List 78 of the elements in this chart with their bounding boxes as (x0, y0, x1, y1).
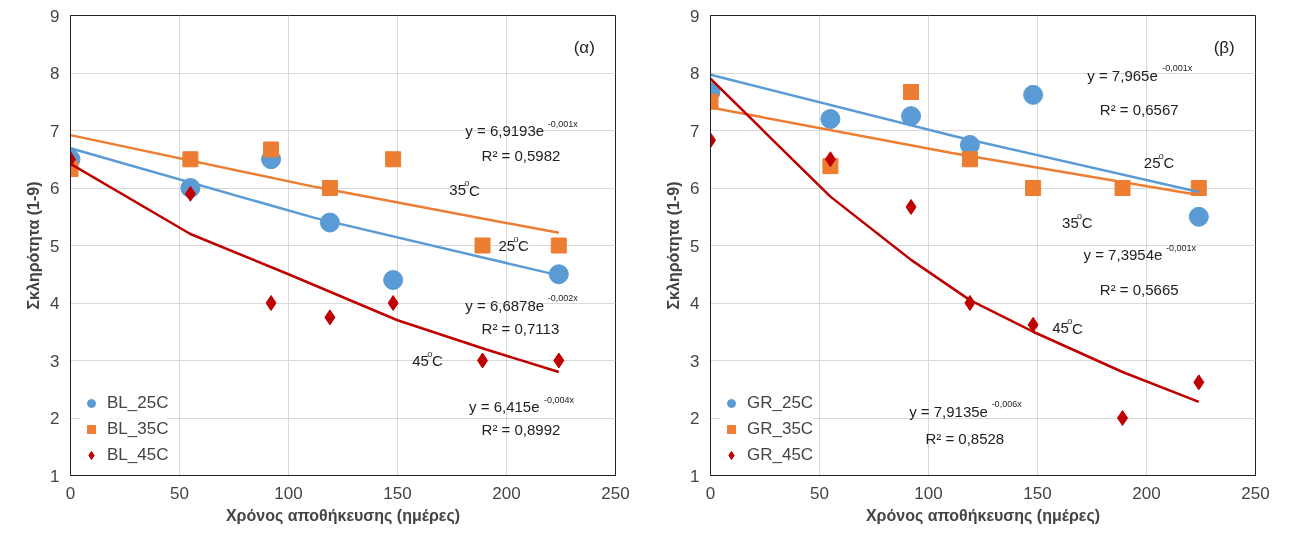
point (1117, 410, 1129, 426)
legend-label: GR_25C (747, 393, 814, 413)
y-tick-label: 5 (690, 236, 700, 256)
point (1193, 374, 1205, 391)
annotation: (α) (573, 38, 595, 58)
legend-label: GR_35C (747, 419, 814, 439)
y-tick-label: 8 (690, 64, 700, 83)
annotation: R² = 0,8528 (925, 430, 1005, 448)
x-tick-label: 200 (1132, 483, 1161, 503)
x-tick-label: 100 (914, 483, 943, 503)
annotation: R² = 0,6567 (1099, 101, 1179, 119)
annotation: y = 7,965e-0,001x (1087, 63, 1193, 84)
point (265, 295, 277, 311)
y-tick-label: 6 (50, 179, 60, 198)
y-tick-label: 4 (50, 294, 60, 313)
x-tick-label: 150 (383, 483, 412, 503)
annotation: R² = 0,5665 (1099, 280, 1179, 298)
annotation: y = 6,415e-0,004x (469, 394, 575, 415)
point (387, 295, 399, 311)
x-axis-title: Χρόνος αποθήκευσης (ημέρες) (225, 506, 461, 525)
annotation: y = 7,3954e-0,001x (1083, 242, 1197, 264)
y-tick-label: 9 (690, 6, 700, 26)
point (820, 109, 841, 129)
x-tick-label: 250 (1241, 483, 1270, 503)
annotation: R² = 0,5982 (481, 147, 561, 165)
y-tick-label: 9 (50, 6, 60, 26)
point (1023, 84, 1044, 105)
y-tick-label: 3 (50, 351, 60, 371)
point (553, 352, 565, 369)
point (1114, 180, 1131, 196)
x-tick-label: 0 (65, 483, 76, 503)
point (901, 106, 922, 127)
point (385, 151, 402, 168)
x-tick-label: 250 (601, 483, 630, 503)
y-tick-label: 7 (50, 121, 60, 141)
x-tick-label: 150 (1023, 483, 1052, 503)
y-axis-title: Σκληρότητα (1-9) (665, 181, 683, 310)
point (905, 198, 917, 215)
x-tick-label: 50 (810, 483, 829, 503)
y-tick-label: 2 (690, 409, 700, 428)
point (324, 309, 336, 326)
annotation: R² = 0,8992 (481, 421, 561, 438)
annotation: y = 6,6878e-0,002x (465, 293, 579, 314)
y-tick-label: 6 (690, 179, 700, 198)
point (550, 237, 567, 254)
legend-label: GR_45C (747, 445, 814, 465)
legend-label: BL_35C (107, 419, 169, 439)
y-tick-label: 1 (690, 466, 700, 486)
point (1027, 316, 1039, 333)
y-tick-label: 3 (690, 351, 700, 371)
x-tick-label: 100 (274, 483, 303, 503)
annotation: (β) (1213, 38, 1235, 58)
x-tick-label: 50 (170, 483, 189, 503)
legend-label: BL_45C (107, 445, 169, 465)
point (548, 264, 569, 285)
y-tick-label: 4 (690, 294, 700, 313)
point (477, 352, 489, 369)
point (1188, 206, 1209, 227)
annotation: y = 7,9135e-0,006x (909, 399, 1023, 420)
legend-label: BL_25C (107, 393, 169, 413)
x-tick-label: 200 (492, 483, 521, 503)
annotation: R² = 0,7113 (481, 319, 560, 337)
point (383, 270, 404, 290)
point (903, 83, 920, 100)
y-tick-label: 1 (50, 466, 60, 486)
point (1025, 180, 1042, 196)
y-tick-label: 7 (690, 121, 700, 141)
x-axis-title: Χρόνος αποθήκευσης (ημέρες) (865, 506, 1101, 525)
point (474, 237, 491, 254)
y-tick-label: 8 (50, 64, 60, 83)
y-tick-label: 2 (50, 409, 60, 428)
point (824, 151, 836, 168)
annotation: y = 6,9193e-0,001x (465, 118, 579, 139)
x-tick-label: 0 (705, 483, 716, 503)
y-tick-label: 5 (50, 236, 60, 256)
point (263, 141, 280, 158)
y-axis-title: Σκληρότητα (1-9) (25, 181, 43, 310)
point (184, 185, 196, 202)
